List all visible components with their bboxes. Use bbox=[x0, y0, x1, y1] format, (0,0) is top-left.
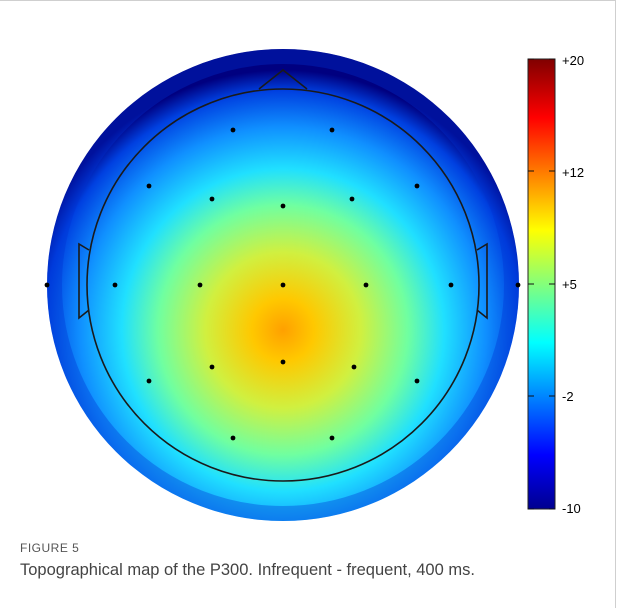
figure-label: FIGURE 5 bbox=[20, 541, 80, 555]
colorbar-tick-label: +5 bbox=[562, 277, 577, 292]
electrode-dot bbox=[197, 282, 203, 288]
electrode-dot bbox=[209, 364, 215, 370]
electrode-dot bbox=[280, 282, 286, 288]
electrode-dot bbox=[280, 203, 286, 209]
colorbar-ticks bbox=[528, 58, 555, 510]
electrode-dot bbox=[329, 435, 335, 441]
left-ear-outline bbox=[78, 242, 90, 320]
electrode-dot bbox=[230, 127, 236, 133]
electrode-dot bbox=[329, 127, 335, 133]
electrode-dot bbox=[363, 282, 369, 288]
colorbar-tick-label: -2 bbox=[562, 389, 574, 404]
electrode-dot bbox=[44, 282, 50, 288]
topographic-map bbox=[44, 49, 556, 521]
electrode-dot bbox=[414, 378, 420, 384]
colorbar-tick-label: +20 bbox=[562, 53, 585, 68]
electrode-dot bbox=[230, 435, 236, 441]
nose-outline bbox=[258, 68, 308, 90]
electrode-dot bbox=[515, 282, 521, 288]
figure-caption: Topographical map of the P300. Infrequen… bbox=[20, 561, 475, 579]
electrode-dot bbox=[351, 364, 357, 370]
electrode-dot bbox=[448, 282, 454, 288]
electrode-dot bbox=[146, 378, 152, 384]
head-outline bbox=[86, 88, 480, 482]
electrode-dot bbox=[146, 183, 152, 189]
electrode-dot bbox=[280, 359, 286, 365]
electrode-dot bbox=[414, 183, 420, 189]
electrode-markers bbox=[44, 127, 521, 441]
electrode-dot bbox=[209, 196, 215, 202]
colorbar-tick-label: -10 bbox=[562, 501, 581, 516]
colorbar-tick-label: +12 bbox=[562, 165, 585, 180]
electrode-dot bbox=[112, 282, 118, 288]
electrode-dot bbox=[349, 196, 355, 202]
right-ear-outline bbox=[476, 242, 488, 320]
